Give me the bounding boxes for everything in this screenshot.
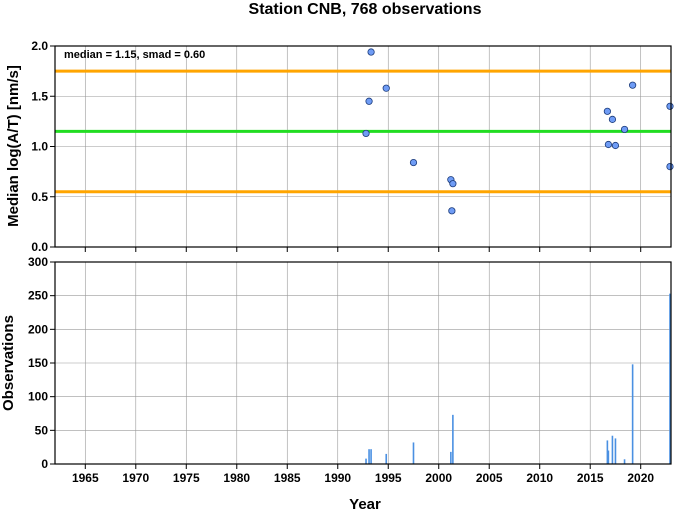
x-tick-label: 1970 <box>122 471 149 485</box>
top-panel: 0.0 0.5 1.0 1.5 2.0 median = 1.15, smad = 0.6… <box>31 39 674 254</box>
x-tick-label: 1990 <box>324 471 351 485</box>
data-point <box>604 140 612 149</box>
top-plot-frame <box>54 45 672 248</box>
data-point <box>611 141 620 150</box>
x-tick-label: 2005 <box>476 471 503 485</box>
observation-bar <box>606 440 609 464</box>
y-tick-label: 0.0 <box>31 240 48 254</box>
y-tick-label: 0 <box>41 457 48 471</box>
data-point <box>365 97 373 105</box>
x-tick-label: 2000 <box>425 471 452 485</box>
data-point <box>382 84 390 92</box>
x-axis-label: Year <box>349 496 381 511</box>
data-point <box>367 48 375 56</box>
bottom-panel: 0 50 100 150 200 250 300 1965 1970 1975 1980 1985 19… <box>28 255 672 485</box>
data-point <box>666 163 674 171</box>
y-tick-label: 250 <box>28 289 48 303</box>
observation-bar <box>370 449 372 464</box>
y-tick-label: 100 <box>28 390 48 404</box>
x-tick-label: 1995 <box>375 471 402 485</box>
bottom-plot-frame <box>54 261 672 465</box>
data-point <box>603 107 611 115</box>
x-tick-label: 2020 <box>627 471 654 485</box>
x-tick-label: 1985 <box>274 471 301 485</box>
data-point <box>362 129 370 138</box>
observation-bar <box>623 459 626 464</box>
observation-bar <box>631 364 634 464</box>
data-point <box>409 158 418 167</box>
stats-annotation: median = 1.15, smad = 0.60 <box>64 49 205 61</box>
x-tick-label: 1980 <box>223 471 250 485</box>
observation-bar <box>412 442 415 464</box>
data-point <box>449 180 457 188</box>
observation-bar <box>385 453 388 464</box>
y-tick-label: 300 <box>28 255 48 269</box>
y-tick-label: 0.5 <box>31 190 48 204</box>
data-point <box>620 125 629 134</box>
data-point <box>608 115 617 123</box>
observation-bar <box>669 293 671 464</box>
chart-title: Station CNB, 768 observations <box>249 1 482 18</box>
bottom-y-axis-label: Observations <box>0 315 17 411</box>
y-tick-label: 2.0 <box>31 39 48 53</box>
x-tick-label: 1975 <box>173 471 200 485</box>
y-tick-label: 200 <box>28 322 48 336</box>
observation-bar <box>611 435 614 464</box>
top-y-axis-label: Median log(A/T) [nm/s] <box>5 65 22 227</box>
x-tick-label: 2010 <box>526 471 553 485</box>
y-tick-label: 50 <box>35 423 49 437</box>
data-point <box>448 207 456 215</box>
y-tick-label: 1.5 <box>31 89 48 103</box>
data-point <box>629 81 637 89</box>
observation-bar <box>452 414 454 464</box>
observation-bar <box>607 450 610 464</box>
y-tick-label: 1.0 <box>31 140 48 154</box>
x-tick-label: 1965 <box>72 471 99 485</box>
observation-bar <box>368 449 370 464</box>
observation-bar <box>450 451 452 464</box>
data-point <box>666 102 674 110</box>
x-tick-label: 2015 <box>577 471 604 485</box>
observation-bar <box>365 458 367 464</box>
y-tick-label: 150 <box>28 356 48 370</box>
observation-bar <box>614 438 617 464</box>
